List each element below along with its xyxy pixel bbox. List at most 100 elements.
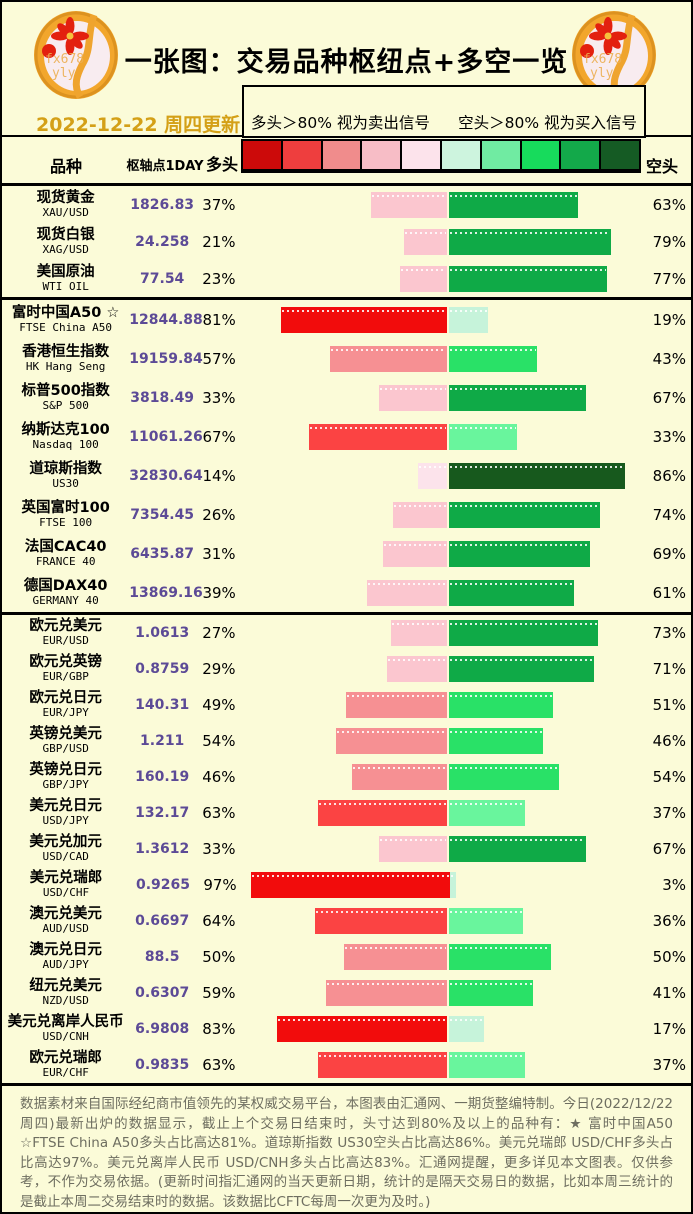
pivot-value: 19159.84 xyxy=(129,350,203,367)
instrument-code: WTI OIL xyxy=(42,279,89,293)
position-bars xyxy=(243,462,653,490)
long-percent: 97% xyxy=(203,876,237,894)
instrument-code: USD/CHF xyxy=(42,886,90,900)
short-bar xyxy=(448,228,611,255)
instrument-name-cn: 美元兑日元 xyxy=(29,798,102,815)
instrument-code: FRANCE 40 xyxy=(35,554,96,568)
short-bar xyxy=(448,656,595,682)
table-row: 法国CAC40 FRANCE 40 6435.87 31% 69% xyxy=(2,534,691,573)
long-percent: 57% xyxy=(202,349,236,368)
instrument-code: USD/CNH xyxy=(42,1030,89,1044)
long-percent: 67% xyxy=(202,427,236,446)
table-row: 标普500指数 S&P 500 3818.49 33% 67% xyxy=(2,378,691,417)
instrument-name: 道琼斯指数 US30 xyxy=(2,461,129,490)
short-percent: 77% xyxy=(652,269,686,288)
long-bar xyxy=(417,462,447,489)
long-bar xyxy=(335,728,447,754)
pivot-value: 1826.83 xyxy=(130,196,195,213)
column-header-short: 空头 xyxy=(646,157,679,176)
pivot-value: 0.9265 xyxy=(135,877,191,893)
position-bars xyxy=(243,306,653,334)
short-bar xyxy=(449,423,517,450)
instrument-code: S&P 500 xyxy=(42,398,89,412)
pivot-value: 1.3612 xyxy=(135,841,190,857)
legend-long-rule: 多头＞80% 视为卖出信号 xyxy=(251,114,430,132)
footer: 数据素材来自国际经纪商市值领先的某权威交易平台，本图表由汇通网、一期货整编特制。… xyxy=(2,1083,691,1212)
position-bars xyxy=(243,907,653,935)
table-row: 美元兑日元 USD/JPY 132.17 63% 37% xyxy=(2,795,691,831)
instrument-name: 美元兑加元 USD/CAD xyxy=(2,834,129,863)
long-bar xyxy=(344,944,447,970)
instrument-name: 法国CAC40 FRANCE 40 xyxy=(2,539,129,568)
table-section: 欧元兑美元 EUR/USD 1.0613 27% 73% 欧元兑英镑 EUR/GBP 0.87… xyxy=(2,612,691,1083)
pivot-value: 140.31 xyxy=(135,697,190,713)
long-bar xyxy=(251,872,450,898)
position-bars xyxy=(243,345,653,373)
long-bar xyxy=(387,656,447,682)
update-date: 2022-12-22 周四更新 xyxy=(36,114,241,136)
short-percent: 67% xyxy=(652,388,686,407)
long-bar xyxy=(379,836,447,862)
long-percent: 64% xyxy=(202,912,236,930)
position-bars xyxy=(243,979,653,1007)
short-bar xyxy=(448,265,607,292)
pivot-value: 11061.26 xyxy=(129,428,203,445)
color-scale xyxy=(241,139,641,173)
short-percent: 73% xyxy=(652,624,686,642)
short-bar xyxy=(448,836,587,862)
short-bar xyxy=(450,872,457,898)
instrument-code: EUR/GBP xyxy=(42,670,89,684)
instrument-name: 现货黄金 XAU/USD xyxy=(2,190,129,219)
long-bar xyxy=(309,423,447,450)
short-percent: 17% xyxy=(652,1020,686,1038)
instrument-code: Nasdaq 100 xyxy=(32,437,99,451)
instrument-name: 现货白银 XAG/USD xyxy=(2,227,129,256)
instrument-name: 欧元兑英镑 EUR/GBP xyxy=(2,654,129,683)
table-row: 欧元兑美元 EUR/USD 1.0613 27% 73% xyxy=(2,615,691,651)
short-percent: 50% xyxy=(652,948,686,966)
position-bars xyxy=(244,871,656,899)
short-bar xyxy=(448,692,554,718)
logo-watermark-text: fx678 xyxy=(45,52,84,67)
pivot-value: 77.54 xyxy=(140,270,185,287)
short-percent: 37% xyxy=(652,804,686,822)
instrument-name-cn: 澳元兑美元 xyxy=(29,906,102,923)
long-bar xyxy=(391,620,447,646)
instrument-name: 美元兑离岸人民币 USD/CNH xyxy=(2,1014,129,1043)
table-row: 香港恒生指数 HK Hang Seng 19159.84 57% 43% xyxy=(2,339,691,378)
instrument-name-cn: 欧元兑美元 xyxy=(29,618,102,635)
table-row: 美国原油 WTI OIL 77.54 23% 77% xyxy=(2,260,691,297)
table-row: 美元兑瑞郎 USD/CHF 0.9265 97% 3% xyxy=(2,867,691,903)
long-bar xyxy=(280,306,447,333)
signal-legend: 多头＞80% 视为卖出信号 空头＞80% 视为买入信号 xyxy=(242,85,646,138)
short-bar xyxy=(448,501,601,528)
instrument-code: US30 xyxy=(52,476,79,490)
long-bar xyxy=(366,579,447,606)
long-bar xyxy=(317,800,447,826)
long-percent: 33% xyxy=(202,388,236,407)
position-bars xyxy=(243,384,653,412)
table-row: 英镑兑美元 GBP/USD 1.211 54% 46% xyxy=(2,723,691,759)
table-row: 欧元兑英镑 EUR/GBP 0.8759 29% 71% xyxy=(2,651,691,687)
short-bar xyxy=(448,1052,525,1078)
short-percent: 79% xyxy=(652,232,686,251)
instrument-code: FTSE 100 xyxy=(39,515,93,529)
table-row: 富时中国A50 ☆ FTSE China A50 12844.88 81% 19% xyxy=(2,300,691,339)
instrument-code: XAU/USD xyxy=(42,205,89,219)
position-bars xyxy=(243,619,653,647)
long-percent: 23% xyxy=(202,269,236,288)
long-bar xyxy=(352,764,447,790)
instrument-code: NZD/USD xyxy=(42,994,89,1008)
table-row: 欧元兑瑞郎 EUR/CHF 0.9835 63% 37% xyxy=(2,1047,691,1083)
instrument-name: 欧元兑瑞郎 EUR/CHF xyxy=(2,1050,129,1079)
instrument-name-cn: 美元兑加元 xyxy=(29,834,102,851)
pivot-value: 88.5 xyxy=(144,949,180,965)
position-bars xyxy=(243,691,653,719)
long-bar xyxy=(383,540,447,567)
short-percent: 74% xyxy=(652,505,686,524)
pivot-value: 32830.64 xyxy=(129,467,203,484)
short-percent: 63% xyxy=(652,195,686,214)
color-scale-cell xyxy=(362,141,401,169)
color-scale-cell xyxy=(601,141,639,169)
column-header-pivot: 枢轴点1DAY xyxy=(126,159,204,174)
